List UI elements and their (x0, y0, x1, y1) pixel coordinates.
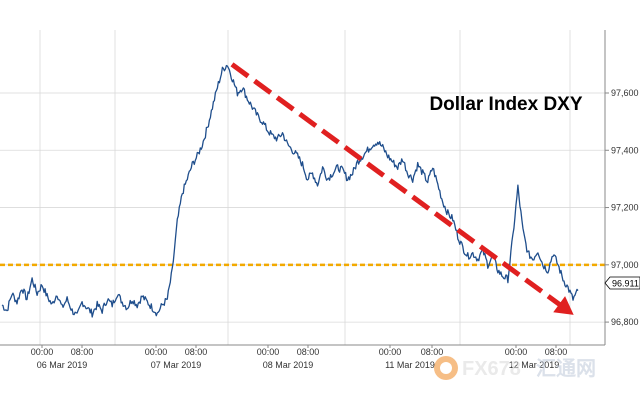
y-tick-label: 96,800 (611, 317, 639, 327)
last-value-marker: 96.911 (604, 276, 640, 290)
x-time-label: 08:00 (421, 347, 444, 357)
y-tick-labels: 97,600 97,400 97,200 97,000 96,800 (605, 88, 639, 327)
x-date-label: 12 Mar 2019 (509, 360, 560, 370)
trend-arrow-head (553, 296, 574, 315)
y-tick-label: 97,200 (611, 203, 639, 213)
trend-arrow-layer (230, 62, 574, 315)
x-date-label: 06 Mar 2019 (37, 360, 88, 370)
y-tick-label: 97,400 (611, 145, 639, 155)
last-value-pointer (604, 276, 640, 290)
chart-title: Dollar Index DXY (429, 94, 582, 115)
x-time-label: 08:00 (297, 347, 320, 357)
x-time-label: 00:00 (505, 347, 528, 357)
y-tick-label: 97,600 (611, 88, 639, 98)
x-time-label: 08:00 (185, 347, 208, 357)
x-time-label: 00:00 (145, 347, 168, 357)
x-date-label: 08 Mar 2019 (263, 360, 314, 370)
x-date-label: 07 Mar 2019 (151, 360, 202, 370)
x-time-label: 00:00 (379, 347, 402, 357)
last-value-label: 96.911 (612, 279, 639, 289)
watermark-logo-inner (440, 362, 452, 374)
x-time-label: 00:00 (31, 347, 54, 357)
x-date-label: 11 Mar 2019 (385, 360, 435, 370)
watermark-subtext: 汇通网 (536, 357, 596, 380)
watermark: FX678 汇通网 (434, 356, 596, 380)
watermark-text: FX678 (462, 358, 521, 380)
y-tick-label: 97,000 (611, 260, 639, 270)
x-time-label: 00:00 (257, 347, 280, 357)
x-tick-labels: 00:00 08:00 00:00 08:00 00:00 08:00 00:00 08:00… (31, 345, 568, 370)
x-time-label: 08:00 (71, 347, 94, 357)
trend-arrow-shaft (230, 62, 566, 310)
x-time-label: 08:00 (545, 347, 568, 357)
